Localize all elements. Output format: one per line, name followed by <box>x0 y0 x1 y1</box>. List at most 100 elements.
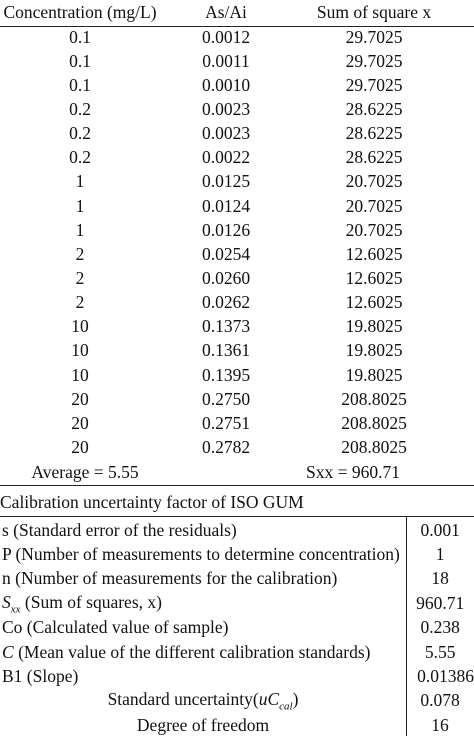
symbol-subscript: xx <box>10 603 21 616</box>
table-row: 2 0.0260 12.6025 <box>0 266 474 290</box>
as-ai-cell: 0.0011 <box>202 50 250 71</box>
row-label: Sxx (Sum of squares, x) <box>0 592 406 616</box>
concentration-cell: 0.2 <box>69 98 91 119</box>
sum-square-cell: 19.8025 <box>345 316 403 337</box>
sum-square-cell: 208.8025 <box>341 388 407 409</box>
row-value: 16 <box>431 714 449 735</box>
row-value: 18 <box>431 568 449 589</box>
header-concentration: Concentration (mg/L) <box>3 2 157 22</box>
average-value: Average = 5.55 <box>31 462 139 483</box>
sum-square-cell: 208.8025 <box>341 412 407 433</box>
sum-square-cell: 208.8025 <box>341 436 407 457</box>
row-value: 1 <box>435 544 445 565</box>
sum-square-cell: 28.6225 <box>345 147 403 168</box>
table-row: 0.1 0.0010 29.7025 <box>0 73 474 97</box>
sum-square-cell: 29.7025 <box>345 26 403 47</box>
row-label: P (Number of measurements to determine c… <box>2 544 400 565</box>
table-row: 0.1 0.0012 29.7025 <box>0 25 474 49</box>
sum-square-cell: 20.7025 <box>345 195 403 216</box>
as-ai-cell: 0.0124 <box>201 195 251 216</box>
sum-square-cell: 28.6225 <box>345 98 403 119</box>
row-value: 0.001 <box>420 519 460 540</box>
as-ai-cell: 0.0023 <box>201 98 251 119</box>
table-row: n (Number of measurements for the calibr… <box>0 567 474 591</box>
row-label: n (Number of measurements for the calibr… <box>2 568 338 589</box>
concentration-cell: 2 <box>75 267 85 288</box>
table-row: 0.2 0.0022 28.6225 <box>0 146 474 170</box>
concentration-cell: 20 <box>71 412 89 433</box>
as-ai-cell: 0.0262 <box>201 292 251 313</box>
table-row: 2 0.0254 12.6025 <box>0 242 474 266</box>
uncertainty-table: s (Standard error of the residuals) 0.00… <box>0 518 474 738</box>
table-row: 20 0.2751 208.8025 <box>0 411 474 435</box>
as-ai-cell: 0.2782 <box>201 436 251 457</box>
table-row: 1 0.0124 20.7025 <box>0 194 474 218</box>
sxx-value: Sxx = 960.71 <box>306 462 400 483</box>
row-value: 960.71 <box>416 592 465 613</box>
concentration-cell: 10 <box>71 340 89 361</box>
table-row: 1 0.0125 20.7025 <box>0 170 474 194</box>
concentration-cell: 0.1 <box>69 74 91 95</box>
as-ai-cell: 0.0022 <box>201 147 251 168</box>
row-label: Co (Calculated value of sample) <box>2 617 229 638</box>
row-value: 0.078 <box>420 690 460 711</box>
sum-square-cell: 12.6025 <box>345 267 403 288</box>
table-row: 10 0.1373 19.8025 <box>0 315 474 339</box>
symbol-uc: uC <box>258 689 280 710</box>
concentration-cell: 20 <box>71 388 89 409</box>
summary-row: Average = 5.55 Sxx = 960.71 <box>0 460 474 486</box>
header-sum-of-square: Sum of square x <box>316 2 432 22</box>
row-label: Standard uncertainty(uCcal) <box>0 689 406 713</box>
concentration-cell: 1 <box>75 171 85 192</box>
row-value: 5.55 <box>424 641 456 662</box>
sum-square-cell: 28.6225 <box>345 123 403 144</box>
table-row: 10 0.1395 19.8025 <box>0 363 474 387</box>
as-ai-cell: 0.0012 <box>201 26 251 47</box>
symbol-s: S <box>2 591 11 612</box>
table-row: Standard uncertainty(uCcal) 0.078 <box>0 689 474 713</box>
as-ai-cell: 0.2750 <box>201 388 251 409</box>
row-label: Degree of freedom <box>136 714 270 735</box>
table-row: 2 0.0262 12.6025 <box>0 291 474 315</box>
table-bottom-divider <box>0 485 474 486</box>
table-row: 1 0.0126 20.7025 <box>0 218 474 242</box>
symbol-c-bar: C <box>2 641 14 662</box>
symbol-subscript: cal <box>279 700 293 713</box>
table-row: 10 0.1361 19.8025 <box>0 339 474 363</box>
table-row: s (Standard error of the residuals) 0.00… <box>0 518 474 542</box>
row-label: s (Standard error of the residuals) <box>2 519 237 540</box>
header-as-ai: As/Ai <box>205 2 247 22</box>
concentration-cell: 2 <box>75 243 85 264</box>
sum-square-cell: 29.7025 <box>345 74 403 95</box>
table-row: 0.2 0.0023 28.6225 <box>0 122 474 146</box>
column-divider <box>406 516 407 736</box>
table-row: B1 (Slope) 0.01386 <box>0 664 474 688</box>
as-ai-cell: 0.0126 <box>201 219 251 240</box>
concentration-cell: 2 <box>75 292 85 313</box>
table-row: 20 0.2782 208.8025 <box>0 435 474 459</box>
row-label: C (Mean value of the different calibrati… <box>0 642 406 663</box>
concentration-cell: 0.2 <box>69 123 91 144</box>
sum-square-cell: 20.7025 <box>345 171 403 192</box>
as-ai-cell: 0.1361 <box>201 340 251 361</box>
sum-square-cell: 19.8025 <box>345 340 403 361</box>
table-row: 0.2 0.0023 28.6225 <box>0 97 474 121</box>
concentration-cell: 10 <box>71 364 89 385</box>
caption-divider <box>0 516 474 517</box>
label-text: (Mean value of the different calibration… <box>13 641 371 662</box>
table2-caption: Calibration uncertainty factor of ISO GU… <box>0 491 304 512</box>
sum-square-cell: 19.8025 <box>345 364 403 385</box>
sum-square-cell: 20.7025 <box>345 219 403 240</box>
concentration-cell: 1 <box>75 195 85 216</box>
header-divider <box>0 26 474 27</box>
table-row: C (Mean value of the different calibrati… <box>0 640 474 664</box>
label-post: ) <box>292 689 299 710</box>
as-ai-cell: 0.0125 <box>201 171 251 192</box>
row-value: 0.238 <box>420 617 460 638</box>
row-value: 0.01386 <box>417 666 474 687</box>
as-ai-cell: 0.2751 <box>201 412 251 433</box>
sum-square-cell: 12.6025 <box>345 292 403 313</box>
table-row: Sxx (Sum of squares, x) 960.71 <box>0 591 474 616</box>
as-ai-cell: 0.0260 <box>201 267 251 288</box>
table-row: Co (Calculated value of sample) 0.238 <box>0 616 474 640</box>
